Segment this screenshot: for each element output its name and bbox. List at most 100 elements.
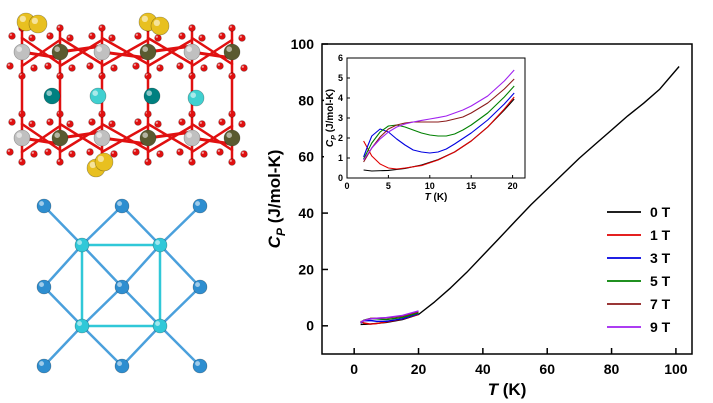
lattice-bond [43,205,83,246]
inset-x-tick-label: 15 [466,181,476,191]
oxygen-atom-highlight [69,151,72,154]
oxygen-atom-highlight [219,33,222,37]
crystal-bond [20,36,62,66]
lattice-site-outer-highlight [195,361,200,366]
yellow-atom [94,152,114,172]
oxygen-atom [154,34,162,42]
metal-atom-dark [223,129,241,147]
oxygen-atom-highlight [109,121,112,124]
oxygen-atom-highlight [69,65,72,68]
main-x-tick-label: 60 [539,361,555,377]
legend: 0 T 1 T 3 T 5 T 7 T 9 T [607,204,671,335]
lattice-network-image [36,198,208,374]
lattice-site-inner-highlight [155,321,160,326]
crystal-bond [58,36,104,66]
main-x-tick-label: 80 [604,361,620,377]
oxygen-atom [108,34,116,42]
inset-x-tick-label: 5 [386,181,391,191]
oxygen-atom [30,150,38,158]
oxygen-atom [28,34,36,42]
oxygen-atom-highlight [99,25,102,28]
oxygen-atom-highlight [239,121,242,124]
lattice-site-outer [36,279,52,295]
crystal-bond [100,122,150,152]
yellow-atom-highlight [97,155,104,163]
main-y-tick-label: 60 [298,149,314,165]
lattice-bond [121,205,161,246]
oxygen-atom-highlight [135,119,138,122]
oxygen-atom [108,120,116,128]
lattice-bond [121,244,161,288]
main-y-tick-label: 20 [298,261,314,277]
oxygen-atom-highlight [111,151,114,154]
main-y-tick-label: 40 [298,205,314,221]
oxygen-atom [240,150,248,158]
oxygen-atom-highlight [29,121,32,124]
main-y-tick-label: 80 [298,92,314,108]
lattice-site-outer-highlight [39,282,44,287]
yellow-atom [150,16,170,36]
oxygen-atom [216,148,224,156]
main-x-axis-label: T (K) [488,380,527,399]
oxygen-atom-highlight [201,151,204,154]
crystal-bond [58,38,104,68]
interlayer-atom-highlight [146,90,152,96]
oxygen-atom-highlight [89,33,92,37]
inset-background [324,46,534,200]
inset-series-lines [363,69,515,172]
oxygen-atom-highlight [67,35,70,39]
lattice-site-outer-highlight [117,361,123,366]
oxygen-atom [110,64,118,72]
oxygen-atom-highlight [135,33,138,37]
oxygen-atom [8,118,16,126]
inset-y-tick-label: 1 [338,153,343,163]
oxygen-atom-highlight [229,159,232,162]
lattice-site-inner [152,318,168,334]
crystal-bond [58,124,104,154]
interlayer-atom [43,87,61,105]
oxygen-atom-highlight [177,149,180,152]
oxygen-atom-highlight [47,33,51,37]
inset-y-tick-label: 6 [338,53,343,63]
inset-series-1t [363,96,515,170]
oxygen-atom-highlight [155,35,158,39]
lattice-site-outer [192,198,208,214]
lattice-bond [43,286,83,327]
inset-y-tick-label: 0 [338,173,343,183]
oxygen-atom [188,158,196,166]
oxygen-atom-highlight [89,119,92,122]
lattice-site-outer [36,198,52,214]
oxygen-atom [132,148,140,156]
legend-label: 1 T [650,227,671,243]
metal-atom-dark-highlight [142,46,148,52]
lattice-site-outer [114,358,130,374]
oxygen-atom-highlight [177,63,180,66]
oxygen-atom-highlight [217,63,220,66]
oxygen-atom [86,62,94,70]
oxygen-atom [198,120,206,128]
oxygen-atom [68,64,76,72]
crystal-bond [100,124,150,154]
oxygen-atom [88,32,96,40]
lattice-site-inner-highlight [77,321,83,326]
inset-chart: 0 5 10 15 20 0 1 2 3 4 5 6 T (K) CP (J/mol-K) [324,46,534,203]
oxygen-atom [228,24,236,32]
inset-y-tick-label: 3 [338,113,343,123]
yellow-atom-highlight [153,19,161,26]
metal-atom-silver-highlight [96,132,102,138]
inset-y-tick-label: 4 [338,93,343,103]
oxygen-atom-highlight [31,65,34,68]
main-series-lines [360,66,680,326]
lattice-site-inner [74,237,90,253]
main-x-tick-label: 40 [475,361,491,377]
lattice-site-inner [152,237,168,253]
main-y-tick-label: 100 [291,36,315,52]
oxygen-atom-highlight [239,35,242,39]
oxygen-atom [46,118,54,126]
oxygen-atom [156,64,164,72]
lattice-bond [43,244,83,288]
oxygen-atom [134,118,142,126]
lattice-site-outer-highlight [195,201,200,206]
oxygen-atom-highlight [67,121,70,124]
